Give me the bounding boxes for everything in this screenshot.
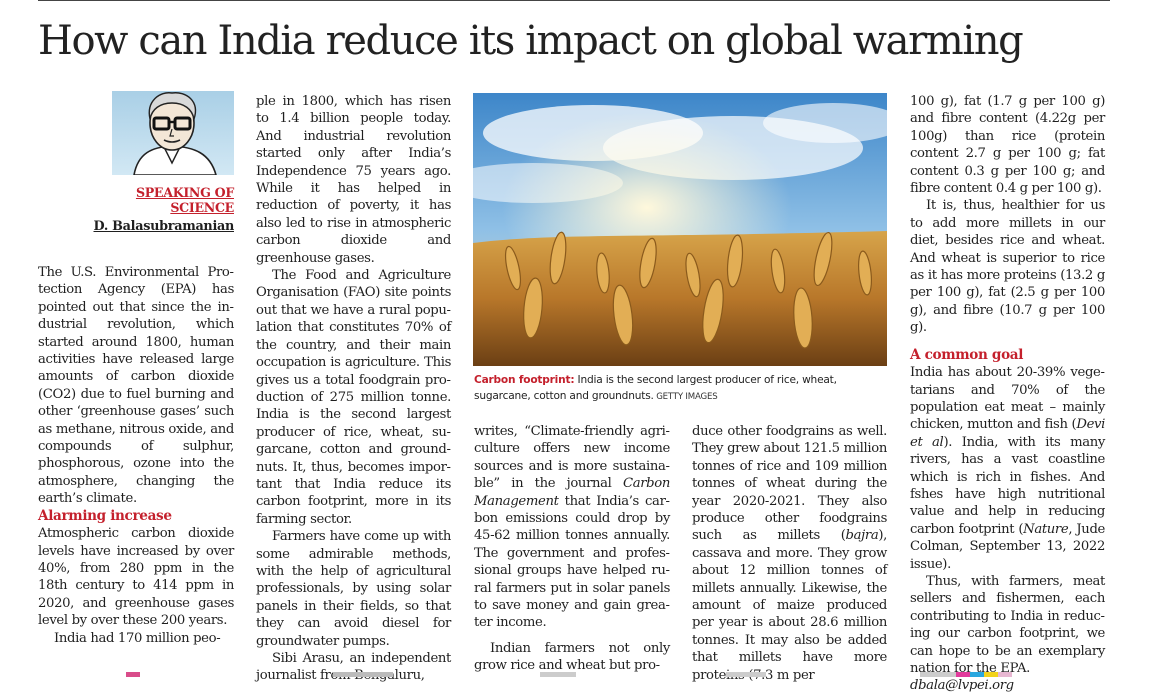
article-column-2: ple in 1800, which has risen to 1.4 bill… — [256, 93, 451, 685]
article-column-4: duce other foodgrains as well. They grew… — [692, 423, 887, 684]
paragraph: writes, “Climate-friendly agri­culture o… — [474, 423, 670, 632]
text-run: ), cassava and more. They grow about 12 … — [692, 528, 887, 683]
author-portrait — [112, 91, 234, 175]
citation-devi: Devi et al — [910, 417, 1105, 450]
article-column-3: writes, “Climate-friendly agri­culture o… — [474, 423, 670, 675]
column-label-line2: SCIENCE — [170, 200, 234, 215]
paragraph: Farmers have come up with some admirable… — [256, 529, 451, 649]
article-column-1: The U.S. Environmental Pro­tection Agenc… — [38, 264, 234, 647]
paragraph: 100 g), fat (1.7 g per 100 g) and fibre … — [910, 94, 1105, 197]
paragraph: Thus, with farmers, meat sellers and fis… — [910, 573, 1105, 676]
author-email: dbala@lvpei.org — [910, 678, 1014, 694]
text-run: , Jude Colman, September 13, 2022 issue)… — [910, 521, 1105, 572]
paragraph: Atmospheric carbon dioxide levels have i… — [38, 526, 234, 629]
text-run: India has about 20-39% vege­tarians and … — [910, 365, 1105, 433]
paragraph: ple in 1800, which has risen to 1.4 bill… — [256, 94, 451, 266]
paragraph: India had 170 million peo- — [54, 630, 221, 646]
journal-name: Carbon Management — [474, 476, 670, 509]
citation-nature: Nature — [1023, 521, 1069, 537]
paragraph: Sibi Arasu, an independent journalist fr… — [256, 651, 451, 684]
term-bajra: bajra — [845, 528, 879, 544]
text-run: duce other foodgrains as well. They grew… — [692, 424, 887, 544]
author-byline: D. Balasubramanian — [93, 219, 235, 234]
paragraph: duce other foodgrains as well. They grew… — [692, 423, 887, 684]
headline: How can India reduce its impact on globa… — [38, 18, 1024, 64]
photo-caption: Carbon footprint: India is the second la… — [474, 372, 894, 405]
paragraph: The U.S. Environmental Pro­tection Agenc… — [38, 265, 234, 507]
subhead-alarming-increase: Alarming increase — [38, 507, 172, 524]
wheat-field-photo — [473, 93, 887, 366]
subhead-a-common-goal: A common goal — [910, 346, 1024, 363]
text-run: writes, “Climate-friendly agri­culture o… — [474, 424, 670, 492]
print-registration-strip — [126, 672, 1012, 677]
paragraph: It is, thus, healthier for us to add mor… — [910, 198, 1105, 336]
caption-lead: Carbon footprint: — [474, 374, 575, 386]
top-rule — [38, 0, 1110, 1]
paragraph: The Food and Agriculture Organisation (F… — [256, 268, 451, 527]
paragraph: Indian farmers not only grow rice and wh… — [474, 640, 670, 674]
column-label-line1: SPEAKING OF — [135, 185, 234, 200]
article-column-5: 100 g), fat (1.7 g per 100 g) and fibre … — [910, 93, 1105, 695]
text-run: ). India, with its many rivers, has a va… — [910, 434, 1105, 537]
caption-text: India is the second largest producer of … — [474, 374, 837, 402]
paragraph: India has about 20-39% vege­tarians and … — [910, 364, 1105, 573]
column-label: SPEAKING OF SCIENCE — [112, 185, 234, 215]
text-run: that India’s car­bon emissions could dro… — [474, 493, 670, 631]
wheat-field-image — [473, 93, 887, 366]
author-portrait-illustration — [133, 92, 217, 175]
photo-credit: GETTY IMAGES — [653, 392, 718, 402]
